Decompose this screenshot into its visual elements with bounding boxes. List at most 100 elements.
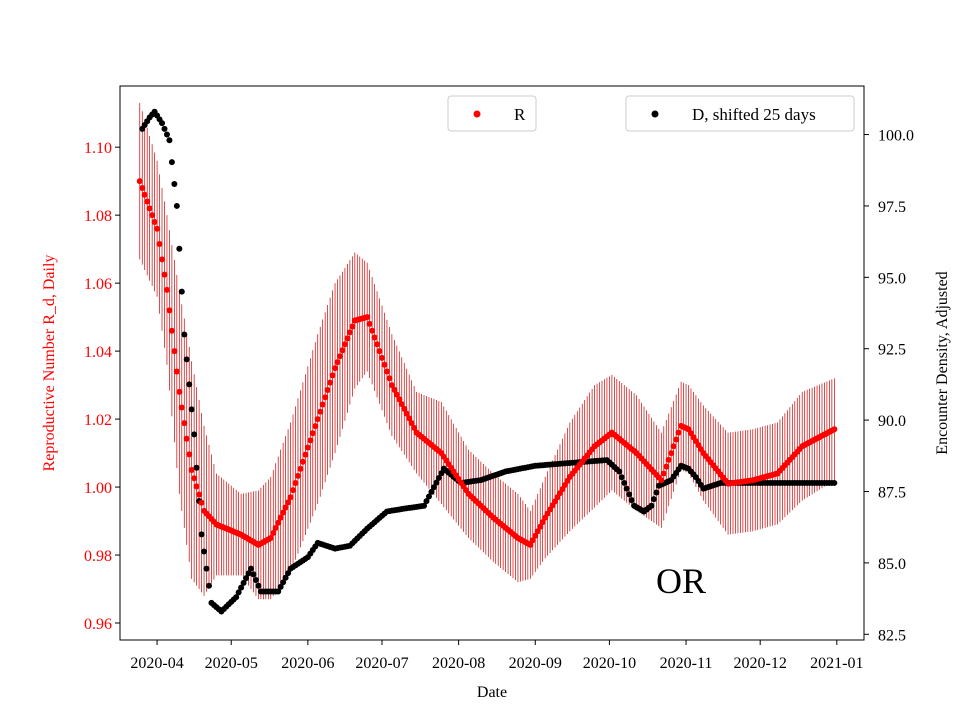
d-point <box>623 485 630 492</box>
d-point <box>285 570 292 577</box>
d-point <box>176 245 183 252</box>
r-point <box>136 178 143 185</box>
r-point <box>163 286 170 293</box>
r-point <box>369 327 376 334</box>
left-y-axis-label: Reproductive Number R_d, Daily <box>41 255 58 472</box>
r-point <box>673 436 680 443</box>
r-point <box>386 375 393 382</box>
left-y-axis-ticks: 0.96 0.98 1.00 1.02 1.04 1.06 1.08 1.10 <box>84 140 120 633</box>
r-series-points <box>136 178 838 548</box>
legend-r-label: R <box>514 105 526 124</box>
r-point <box>178 404 185 411</box>
legend-r-marker <box>473 110 481 118</box>
d-point <box>191 431 198 438</box>
plot-frame <box>119 85 865 641</box>
x-tick-label: 2021-01 <box>810 655 863 672</box>
r-point <box>332 365 339 372</box>
d-point <box>173 202 180 209</box>
r-point <box>161 271 168 278</box>
d-point <box>252 577 259 584</box>
r-point <box>322 394 329 401</box>
r-point <box>537 523 544 530</box>
d-point <box>161 125 168 132</box>
r-point <box>267 535 274 542</box>
r-point <box>176 388 183 395</box>
r-point <box>327 379 334 386</box>
d-point <box>255 582 262 589</box>
r-point <box>270 529 277 536</box>
d-point <box>178 288 185 295</box>
r-point <box>151 218 158 225</box>
r-point <box>532 532 539 539</box>
r-point <box>336 353 343 360</box>
r-point <box>529 537 536 544</box>
d-point <box>235 589 242 596</box>
state-annotation: OR <box>656 561 706 601</box>
r-point <box>396 396 403 403</box>
d-point <box>280 579 287 586</box>
r-point <box>183 435 190 442</box>
d-point <box>166 137 173 144</box>
r-point <box>275 519 282 526</box>
r-point <box>277 514 284 521</box>
r-point <box>171 348 178 355</box>
r-point <box>294 472 301 479</box>
x-axis-ticks: 2020-04 2020-05 2020-06 2020-07 2020-08 2020-… <box>130 640 863 672</box>
left-y-tick-label: 1.06 <box>84 276 112 293</box>
d-point <box>245 570 252 577</box>
r-point <box>668 450 675 457</box>
r-point <box>144 198 151 205</box>
r-point <box>334 359 341 366</box>
r-point <box>406 415 413 422</box>
r-point <box>191 475 198 482</box>
d-point <box>205 582 212 589</box>
right-y-tick-label: 85.0 <box>878 556 906 573</box>
d-point <box>831 479 838 486</box>
x-tick-label: 2020-09 <box>509 655 562 672</box>
right-y-tick-label: 95.0 <box>878 270 906 287</box>
d-point <box>198 531 205 538</box>
r-point <box>272 524 279 531</box>
x-axis-label: Date <box>477 684 507 701</box>
legend-r-box <box>447 95 537 132</box>
d-point <box>438 470 445 477</box>
r-point <box>297 465 304 472</box>
legend-d-label: D, shifted 25 days <box>692 105 816 124</box>
r-point <box>393 391 400 398</box>
d-point <box>425 493 432 500</box>
d-point <box>186 381 193 388</box>
d-point <box>183 356 190 363</box>
left-y-tick-label: 0.98 <box>84 548 112 565</box>
d-series-points <box>139 108 838 615</box>
r-point <box>660 470 667 477</box>
r-point <box>341 341 348 348</box>
r-point <box>391 386 398 393</box>
d-point <box>277 583 284 590</box>
r-point <box>156 241 163 248</box>
r-point <box>173 368 180 375</box>
r-point <box>312 423 319 430</box>
d-point <box>233 594 240 601</box>
d-point <box>428 488 435 495</box>
left-y-tick-label: 1.10 <box>84 140 112 157</box>
r-point <box>383 368 390 375</box>
r-point <box>317 408 324 415</box>
r-error-bars <box>139 102 835 600</box>
r-point <box>381 361 388 368</box>
r-point <box>398 401 405 408</box>
r-point <box>290 487 297 494</box>
x-tick-label: 2020-08 <box>432 655 485 672</box>
r-point <box>285 499 292 506</box>
d-point <box>203 565 210 572</box>
r-point <box>287 494 294 501</box>
r-point <box>344 335 351 342</box>
d-point <box>250 571 257 578</box>
d-point <box>616 468 623 475</box>
r-point <box>146 205 153 212</box>
r-point <box>193 483 200 490</box>
d-point <box>181 331 188 338</box>
r-point <box>364 314 371 321</box>
r-point <box>292 480 299 487</box>
right-y-tick-label: 92.5 <box>878 342 906 359</box>
